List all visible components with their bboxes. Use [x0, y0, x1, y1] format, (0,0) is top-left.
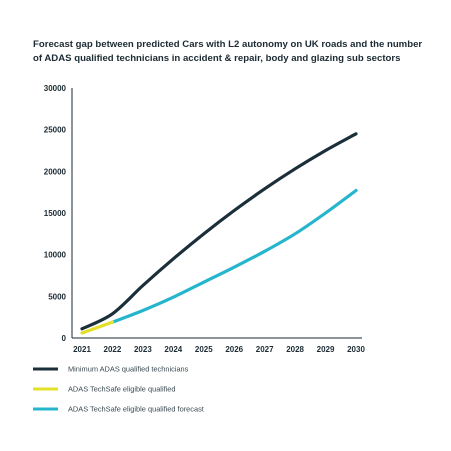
series-line-techsafe-forecast	[110, 188, 358, 324]
y-tick-label: 5000	[48, 292, 66, 301]
x-tick-label: 2027	[256, 345, 274, 354]
y-tick-label: 0	[62, 334, 67, 343]
x-tick-label: 2024	[164, 345, 182, 354]
x-tick-label: 2023	[134, 345, 152, 354]
x-tick-label: 2028	[286, 345, 304, 354]
chart-title: Forecast gap between predicted Cars with…	[33, 39, 423, 64]
legend-item-techsafe-forecast-label: ADAS TechSafe eligible qualified forecas…	[68, 405, 204, 414]
legend-item-minimum-adas-label: Minimum ADAS qualified technicians	[68, 365, 189, 374]
x-tick-label: 2022	[104, 345, 122, 354]
y-tick-labels: 0 5000 10000 15000 20000 25000 30000	[44, 84, 67, 343]
y-tick-label: 25000	[44, 126, 67, 135]
legend-item-techsafe-qualified-label: ADAS TechSafe eligible qualified	[68, 385, 176, 394]
y-tick-label: 30000	[44, 84, 67, 93]
x-tick-label: 2026	[225, 345, 243, 354]
x-tick-label: 2030	[347, 345, 365, 354]
chart-legend: Minimum ADAS qualified technicians ADAS T…	[33, 365, 204, 414]
x-tick-label: 2029	[317, 345, 335, 354]
x-tick-label: 2025	[195, 345, 213, 354]
series-line-minimum-adas	[80, 132, 358, 331]
y-tick-label: 15000	[44, 209, 67, 218]
x-tick-labels: 2021 2022 2023 2024 2025 2026 2027 2028 2029 2030	[73, 345, 365, 354]
y-tick-label: 10000	[44, 251, 67, 260]
series-line-techsafe-qualified	[80, 320, 115, 335]
chart-axes	[71, 88, 362, 339]
x-tick-label: 2021	[73, 345, 91, 354]
y-tick-label: 20000	[44, 167, 67, 176]
series-lines	[80, 132, 358, 335]
